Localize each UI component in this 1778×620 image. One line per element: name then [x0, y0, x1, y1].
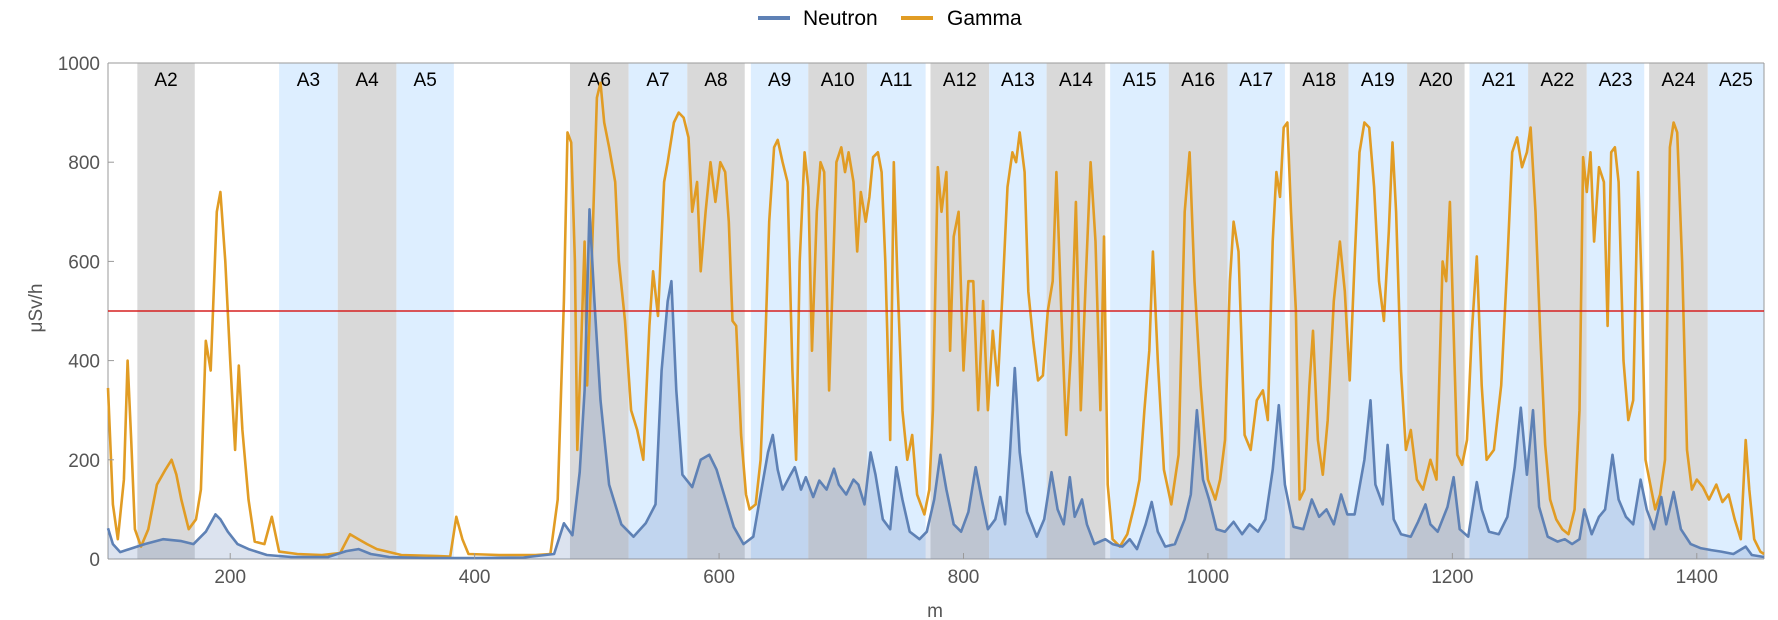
- band-label-a7: A7: [646, 70, 669, 91]
- band-label-a10: A10: [821, 70, 855, 91]
- band-label-a22: A22: [1541, 70, 1575, 91]
- x-axis-title: m: [927, 601, 943, 620]
- band-label-a17: A17: [1239, 70, 1273, 91]
- x-tick-label: 600: [703, 567, 735, 588]
- band-label-a8: A8: [704, 70, 727, 91]
- y-tick-label: 600: [68, 252, 100, 273]
- y-tick-label: 200: [68, 451, 100, 472]
- band-label-a4: A4: [355, 70, 379, 91]
- band-label-a13: A13: [1001, 70, 1035, 91]
- band-label-a6: A6: [588, 70, 611, 91]
- band-label-a12: A12: [943, 70, 977, 91]
- band-label-a3: A3: [297, 70, 320, 91]
- band-label-a24: A24: [1662, 70, 1696, 91]
- y-tick-label: 800: [68, 153, 100, 174]
- neutron-series-line: [106, 208, 1765, 560]
- x-tick-label: 1200: [1431, 567, 1473, 588]
- y-axis-ticks: 0 200 400 600 800 1000: [58, 54, 114, 571]
- band-label-a20: A20: [1419, 70, 1453, 91]
- band-label-a18: A18: [1302, 70, 1336, 91]
- band-label-a9: A9: [768, 70, 791, 91]
- x-tick-label: 200: [214, 567, 246, 588]
- band-label-a16: A16: [1181, 70, 1215, 91]
- band-label-a14: A14: [1059, 70, 1093, 91]
- series-lines: [106, 81, 1765, 560]
- y-tick-label: 1000: [58, 54, 100, 75]
- band-label-a11: A11: [880, 70, 912, 91]
- x-axis-ticks: 200 400 600 800 1000 1200 1400: [214, 553, 1718, 588]
- band-label-a19: A19: [1361, 70, 1395, 91]
- y-tick-label: 0: [89, 550, 100, 571]
- band-label-a23: A23: [1599, 70, 1633, 91]
- legend-gamma-label: Gamma: [947, 7, 1022, 30]
- gamma-series-line: [106, 81, 1765, 558]
- x-tick-label: 400: [459, 567, 491, 588]
- x-tick-label: 800: [948, 567, 980, 588]
- band-label-a5: A5: [414, 70, 437, 91]
- x-tick-label: 1000: [1187, 567, 1229, 588]
- y-axis-title: μSv/h: [26, 284, 47, 333]
- zone-band-labels: A2 A3 A4 A5 A6 A7 A8 A9 A10 A11 A12 A13 A14 A15 A16 A17…: [154, 70, 1752, 91]
- legend-neutron-label: Neutron: [803, 7, 878, 30]
- band-label-a21: A21: [1482, 70, 1516, 91]
- band-label-a2: A2: [154, 70, 177, 91]
- band-label-a25: A25: [1719, 70, 1753, 91]
- y-tick-label: 400: [68, 352, 100, 373]
- band-label-a15: A15: [1123, 70, 1157, 91]
- x-tick-label: 1400: [1676, 567, 1718, 588]
- legend: Neutron Gamma: [758, 7, 1022, 30]
